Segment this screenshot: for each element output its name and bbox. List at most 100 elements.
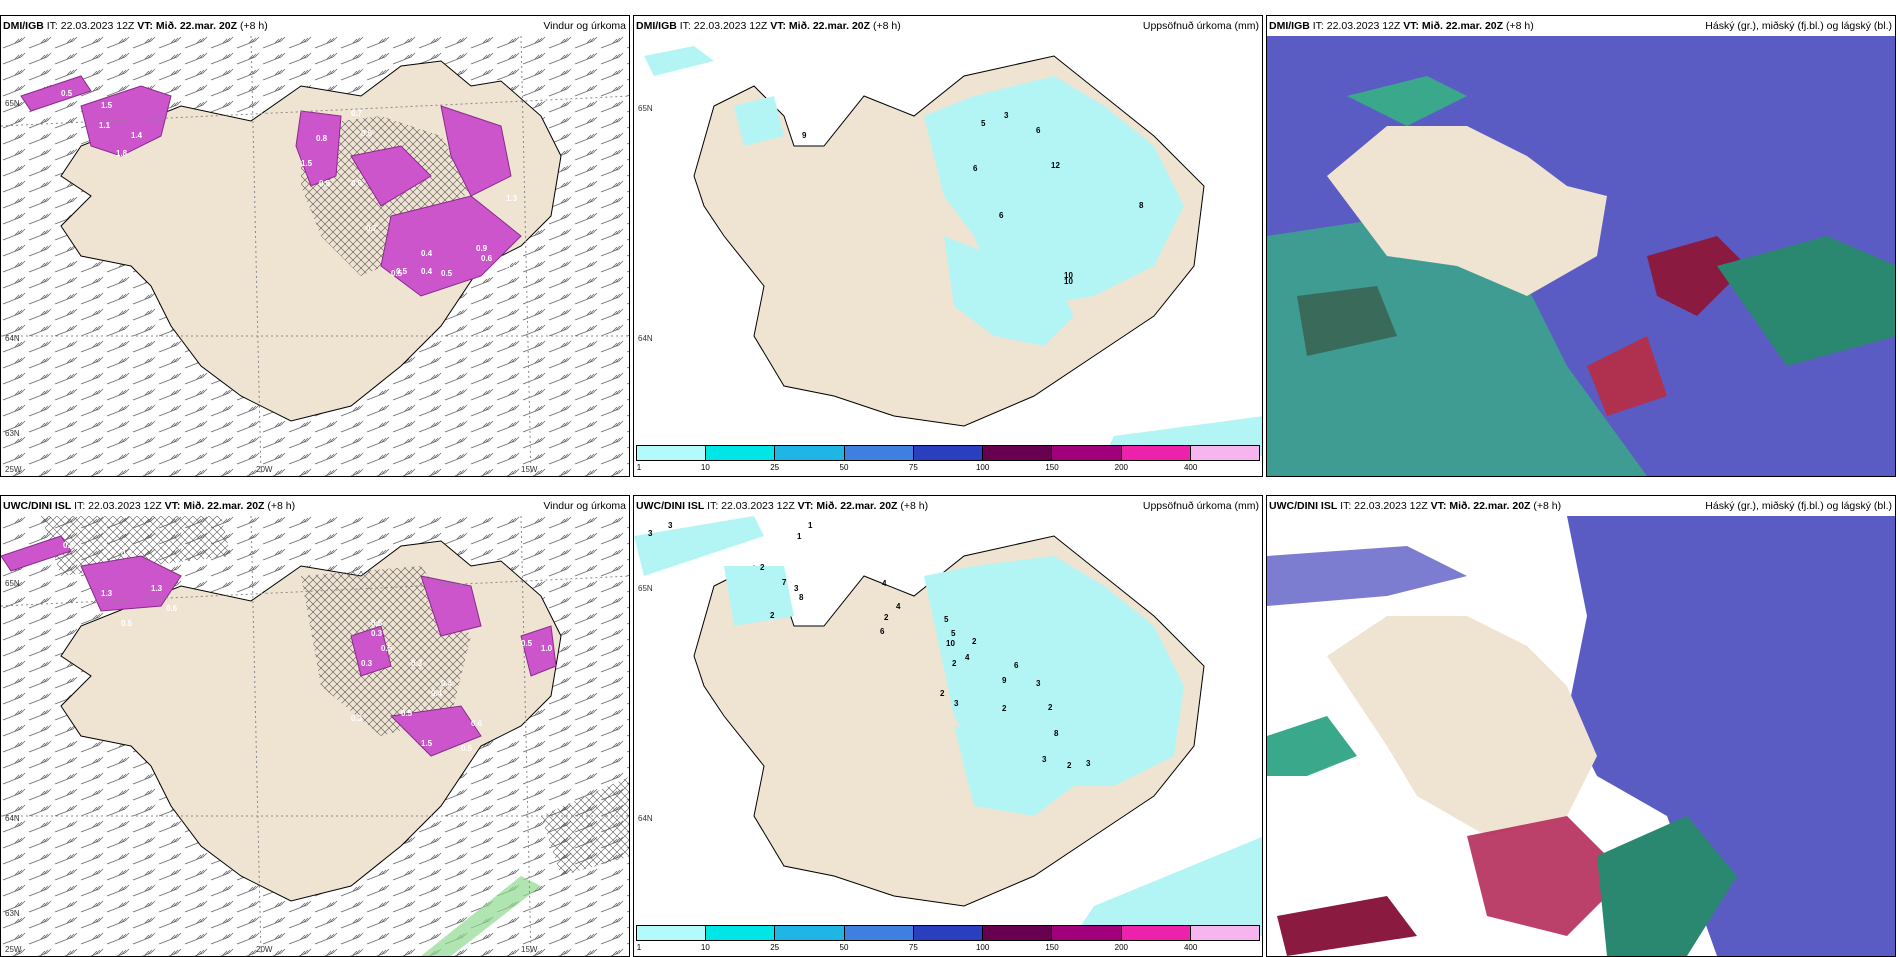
colorbar-tick: 50: [839, 943, 849, 952]
colorbar-segment: [637, 446, 707, 460]
colorbar-tick: 25: [770, 943, 780, 952]
init-time: IT: 22.03.2023 12Z: [46, 20, 135, 32]
value-label: 0.8: [316, 134, 328, 143]
colorbar-tick: 75: [908, 943, 918, 952]
panel-title: Uppsöfnuð úrkoma (mm): [1142, 20, 1259, 32]
lead-time: (+8 h): [1533, 500, 1562, 512]
value-label: 0.4: [441, 679, 453, 688]
valid-time: VT: Mið. 22.mar. 20Z: [1430, 500, 1531, 512]
value-label: 0.4: [421, 249, 433, 258]
lat-label: 65N: [638, 104, 653, 113]
wind-precip-map: 65N 64N 63N 25W 20W 15W 0.5 1.5 1.1 1.8 1.4 0…: [1, 36, 629, 476]
init-time: IT: 22.03.2023 12Z: [707, 500, 795, 512]
accum-sea-area: [644, 46, 714, 76]
model-name: DMI/IGB: [3, 20, 44, 32]
cloud-cover-map: [1267, 516, 1895, 956]
colorbar-segment: [706, 446, 776, 460]
colorbar-segment: [1121, 446, 1191, 460]
value-label: 1.3: [151, 584, 163, 593]
colorbar-tick: 200: [1114, 943, 1129, 952]
colorbar-tick: 50: [839, 463, 849, 472]
value-label: 2: [1002, 704, 1007, 713]
value-label: 6: [1014, 661, 1019, 670]
value-label: 0.4: [431, 689, 443, 698]
value-label: 0.3: [411, 659, 423, 668]
colorbar-tick: 150: [1045, 463, 1059, 472]
low-cloud-layer: [1277, 896, 1417, 956]
wind-precip-map: 65N 64N 63N 25W 20W 15W 0.4 0.6 1.3 1.3 0.6 0…: [1, 516, 629, 956]
value-label: 0.6: [361, 129, 373, 138]
colorbar-segment: [1052, 446, 1122, 460]
rain-area: [421, 876, 541, 956]
accum-precip-panel-dmi: DMI/IGB IT: 22.03.2023 12Z VT: Mið. 22.m…: [633, 15, 1263, 477]
value-label: 4: [896, 602, 901, 611]
value-label: 6: [1036, 126, 1041, 135]
colorbar-segment: [844, 446, 914, 460]
low-cloud-layer: [1647, 236, 1747, 316]
value-label: 0.3: [361, 659, 373, 668]
high-cloud-layer: [1267, 546, 1467, 606]
value-label: 0.5: [461, 744, 473, 753]
colorbar-tick: 10: [700, 463, 710, 472]
value-label: 2: [884, 613, 889, 622]
value-label: 9: [802, 131, 807, 140]
precip-colorbar: 1 10 25 50 75 100 150 200 400: [636, 925, 1260, 955]
value-label: 2: [1067, 761, 1072, 770]
valid-time: VT: Mið. 22.mar. 20Z: [797, 500, 898, 512]
colorbar-segment: [983, 446, 1053, 460]
value-label: 2: [972, 637, 977, 646]
value-label: 3: [1036, 679, 1041, 688]
value-label: 1.3: [506, 194, 518, 203]
cloud-panel-uwc: UWC/DINI ISL IT: 22.03.2023 12Z VT: Mið.…: [1266, 495, 1896, 957]
lat-label: 65N: [5, 99, 20, 108]
lat-label: 64N: [5, 334, 20, 343]
value-label: 1.0: [541, 644, 553, 653]
colorbar-segment: [913, 446, 984, 460]
mid-cloud-layer: [1267, 206, 1647, 476]
lat-label: 65N: [5, 579, 20, 588]
value-label: 0.5: [391, 269, 403, 278]
lead-time: (+8 h): [900, 500, 929, 512]
colorbar-segment: [844, 926, 914, 940]
panel-title: Uppsöfnuð úrkoma (mm): [1142, 500, 1259, 512]
lon-label: 15W: [521, 465, 538, 474]
lon-label: 20W: [256, 465, 273, 474]
precip-areas: [1, 535, 557, 757]
lat-label: 64N: [638, 814, 653, 823]
colorbar-tick: 1: [636, 943, 642, 952]
value-label: 0.5: [381, 644, 393, 653]
accum-precip-areas: [724, 556, 1184, 816]
precip-colorbar: 1 10 25 50 75 100 150 200 400: [636, 445, 1260, 475]
colorbar-segment: [1190, 446, 1259, 460]
value-label: 3: [1086, 759, 1091, 768]
colorbar-segment: [913, 926, 984, 940]
model-name: UWC/DINI ISL: [1269, 500, 1338, 512]
colorbar-segment: [775, 926, 845, 940]
colorbar-segment: [706, 926, 776, 940]
accum-precip-map: 65N 64N 3 3 1 1 2 7 3 8 2 4 4 2 6 5 5 10 2 2 3 2 4 6 9 2 3 2 8 3 2 3: [634, 516, 1262, 956]
value-label: 10: [1064, 271, 1073, 280]
value-label: 5: [951, 629, 956, 638]
cloud-panel-dmi: DMI/IGB IT: 22.03.2023 12Z VT: Mið. 22.m…: [1266, 15, 1896, 477]
colorbar-tick: 150: [1045, 943, 1059, 952]
accum-precip-areas: [734, 76, 1184, 346]
colorbar-segment: [775, 446, 845, 460]
value-label: 3: [1042, 755, 1047, 764]
value-label: 1.5: [421, 739, 433, 748]
colorbar-tick: 100: [975, 943, 990, 952]
accum-sea-area: [1074, 836, 1262, 936]
colorbar-segment: [1121, 926, 1191, 940]
colorbar-tick: 10: [700, 943, 710, 952]
colorbar-segment: [1052, 926, 1122, 940]
value-label: 5: [944, 615, 949, 624]
panel-title: Háský (gr.), miðský (fj.bl.) og lágský (…: [1705, 20, 1892, 32]
lead-time: (+8 h): [872, 20, 901, 32]
mid-cloud-layer: [1597, 816, 1737, 956]
value-label: 0.6: [471, 719, 483, 728]
value-label: 1: [808, 521, 813, 530]
value-label: 12: [1051, 161, 1060, 170]
value-label: 0.7: [366, 224, 378, 233]
value-label: 2: [1048, 703, 1053, 712]
mid-cloud-layer: [1297, 286, 1397, 356]
lat-label: 63N: [5, 909, 20, 918]
